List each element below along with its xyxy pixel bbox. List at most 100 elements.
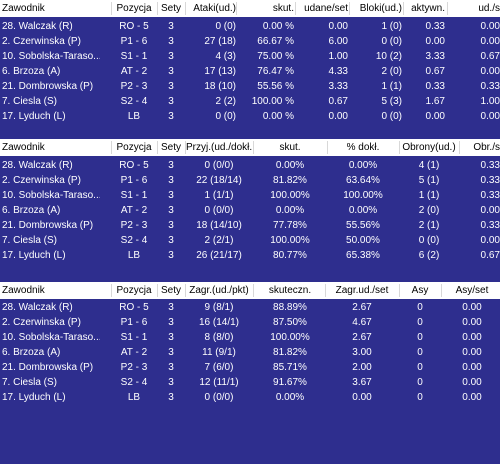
table-cell: 4.67 — [352, 317, 372, 328]
column-header[interactable]: Sety — [160, 3, 181, 14]
column-divider[interactable] — [111, 141, 112, 154]
column-header[interactable]: Zagr.(ud./pkt) — [189, 285, 249, 296]
column-header[interactable]: Pozycja — [116, 3, 152, 14]
column-divider[interactable] — [185, 2, 186, 15]
player-name: 7. Ciesla (S) — [2, 377, 58, 388]
table-cell: 0.33 — [425, 21, 445, 32]
table-row[interactable]: 7. Ciesla (S) S2 - 4 3 2 (2/1) 100.00% 50.00%… — [0, 233, 500, 248]
table-row[interactable]: 28. Walczak (R) RO - 5 3 9 (8/1) 88.89% 2.67 0… — [0, 300, 500, 315]
table-cell: P2 - 3 — [120, 362, 148, 373]
column-divider[interactable] — [253, 141, 254, 154]
column-header[interactable]: Pozycja — [116, 142, 152, 153]
column-divider[interactable] — [399, 141, 400, 154]
table-cell: 100.00 % — [251, 96, 294, 107]
column-header[interactable]: Zawodnik — [2, 142, 45, 153]
table-row[interactable]: 6. Brzoza (A) AT - 2 3 11 (9/1) 81.82% 3.00 0 0… — [0, 345, 500, 360]
column-header[interactable]: udane/set — [304, 3, 348, 14]
table-cell: 0 (0) — [418, 235, 440, 246]
column-header[interactable]: % dokł. — [346, 142, 380, 153]
table-row[interactable]: 21. Dombrowska (P) P2 - 3 3 7 (6/0) 85.71% 2.… — [0, 360, 500, 375]
column-header[interactable]: Obr./s — [473, 142, 500, 153]
table-row[interactable]: 28. Walczak (R) RO - 5 3 0 (0/0) 0.00% 0.00% 4… — [0, 158, 500, 173]
table-row[interactable]: 21. Dombrowska (P) P2 - 3 3 18 (10) 55.56 % 3… — [0, 79, 500, 94]
column-divider[interactable] — [157, 141, 158, 154]
column-header[interactable]: Pozycja — [116, 285, 152, 296]
table-row[interactable]: 2. Czerwinska (P) P1 - 6 3 16 (14/1) 87.50% 4… — [0, 315, 500, 330]
table-cell: 0.00 — [328, 111, 348, 122]
table-cell: 3.33 — [425, 51, 445, 62]
table-row[interactable]: 2. Czerwinska (P) P1 - 6 3 27 (18) 66.67 % 6.… — [0, 34, 500, 49]
column-divider[interactable] — [447, 2, 448, 15]
column-header[interactable]: Asy/set — [455, 285, 489, 296]
table-cell: 3.67 — [352, 377, 372, 388]
table-cell: 0.00 — [462, 347, 482, 358]
table-cell: 0.67 — [425, 66, 445, 77]
player-name: 17. Lyduch (L) — [2, 392, 66, 403]
table-cell: 4.33 — [328, 66, 348, 77]
table-cell: 3 — [168, 317, 174, 328]
table-row[interactable]: 6. Brzoza (A) AT - 2 3 17 (13) 76.47 % 4.33 2 … — [0, 64, 500, 79]
table-row[interactable]: 21. Dombrowska (P) P2 - 3 3 18 (14/10) 77.78… — [0, 218, 500, 233]
table-cell: 0 — [417, 302, 423, 313]
column-divider[interactable] — [111, 2, 112, 15]
table-row[interactable]: 2. Czerwinska (P) P1 - 6 3 22 (18/14) 81.82%… — [0, 173, 500, 188]
column-header[interactable]: ud./s — [478, 3, 500, 14]
table-row[interactable]: 28. Walczak (R) RO - 5 3 0 (0) 0.00 % 0.00 1 (… — [0, 19, 500, 34]
table-cell: 0.33 — [480, 220, 500, 231]
column-header[interactable]: Sety — [160, 142, 181, 153]
column-header[interactable]: Zagr.ud./set — [335, 285, 389, 296]
column-header[interactable]: Zawodnik — [2, 3, 45, 14]
column-divider[interactable] — [403, 2, 404, 15]
table-cell: 6.00 — [328, 36, 348, 47]
column-header[interactable]: Zawodnik — [2, 285, 45, 296]
column-divider[interactable] — [441, 284, 442, 297]
table-row[interactable]: 10. Sobolska-Taraso... S1 - 1 3 4 (3) 75.00 … — [0, 49, 500, 64]
table-cell: 0 (0/0) — [204, 205, 234, 216]
table-row[interactable]: 17. Lyduch (L) LB 3 26 (21/17) 80.77% 65.38% 6… — [0, 248, 500, 263]
column-divider[interactable] — [185, 141, 186, 154]
table-cell: 3 — [168, 160, 174, 171]
table-cell: 1 (0) — [381, 21, 402, 32]
table-row[interactable]: 10. Sobolska-Taraso... S1 - 1 3 1 (1/1) 100.… — [0, 188, 500, 203]
column-header[interactable]: Ataki(ud.) — [193, 3, 236, 14]
column-header[interactable]: aktywn. — [411, 3, 445, 14]
table-cell: 4 (3) — [215, 51, 236, 62]
column-divider[interactable] — [295, 2, 296, 15]
column-header[interactable]: Przyj.(ud./dokł.) — [186, 142, 252, 153]
column-divider[interactable] — [236, 2, 237, 15]
table-cell: AT - 2 — [120, 347, 148, 358]
table-cell: 0.00% — [348, 205, 378, 216]
table-cell: S1 - 1 — [120, 51, 148, 62]
column-divider[interactable] — [399, 284, 400, 297]
column-header[interactable]: skut. — [272, 3, 294, 14]
column-divider[interactable] — [325, 284, 326, 297]
column-divider[interactable] — [459, 141, 460, 154]
column-header[interactable]: skut. — [279, 142, 301, 153]
column-header[interactable]: skuteczn. — [268, 285, 312, 296]
table-cell: 0.00 — [425, 111, 445, 122]
table-cell: 100.00% — [270, 190, 310, 201]
column-divider[interactable] — [327, 141, 328, 154]
column-header[interactable]: Obrony(ud.) — [402, 142, 456, 153]
table-row[interactable]: 17. Lyduch (L) LB 3 0 (0/0) 0.00% 0.00 0 0.00 — [0, 390, 500, 405]
column-divider[interactable] — [157, 284, 158, 297]
table-cell: 0.00% — [275, 392, 305, 403]
table-cell: 0 — [417, 347, 423, 358]
table-row[interactable]: 10. Sobolska-Taraso... S1 - 1 3 8 (8/0) 100.… — [0, 330, 500, 345]
table-row[interactable]: 7. Ciesla (S) S2 - 4 3 12 (11/1) 91.67% 3.67 0… — [0, 375, 500, 390]
column-divider[interactable] — [253, 284, 254, 297]
table-cell: 0 — [417, 362, 423, 373]
column-header[interactable]: Asy — [411, 285, 429, 296]
column-divider[interactable] — [185, 284, 186, 297]
column-divider[interactable] — [111, 284, 112, 297]
table-cell: 0 — [417, 392, 423, 403]
column-header[interactable]: Sety — [160, 285, 181, 296]
table-header: Zawodnik Pozycja Sety Przyj.(ud./dokł.) skut… — [0, 139, 500, 156]
column-divider[interactable] — [157, 2, 158, 15]
table-row[interactable]: 6. Brzoza (A) AT - 2 3 0 (0/0) 0.00% 0.00% 2 (… — [0, 203, 500, 218]
column-divider[interactable] — [349, 2, 350, 15]
table-row[interactable]: 17. Lyduch (L) LB 3 0 (0) 0.00 % 0.00 0 (0) 0.0… — [0, 109, 500, 124]
column-header[interactable]: Bloki(ud.) — [359, 3, 402, 14]
table-row[interactable]: 7. Ciesla (S) S2 - 4 3 2 (2) 100.00 % 0.67 5 (… — [0, 94, 500, 109]
table-cell: 76.47 % — [257, 66, 294, 77]
